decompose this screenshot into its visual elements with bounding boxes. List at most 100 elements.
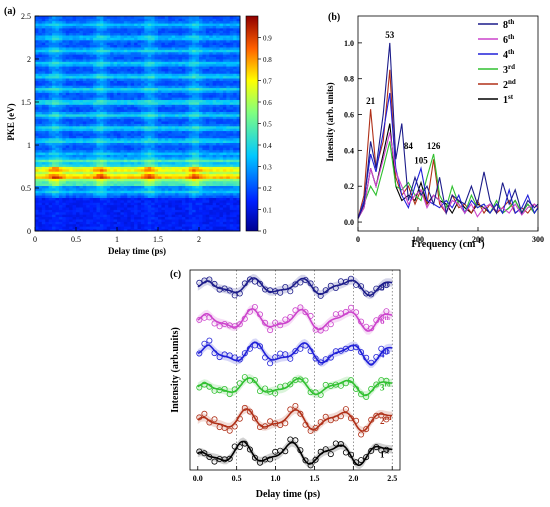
heatmap-cell bbox=[175, 214, 179, 218]
heatmap-cell bbox=[144, 154, 149, 158]
heatmap-cell bbox=[226, 219, 231, 222]
heatmap-cell bbox=[226, 35, 231, 38]
heatmap-cell bbox=[168, 161, 173, 165]
heatmap-cell bbox=[65, 66, 70, 69]
heatmap-cell bbox=[41, 161, 46, 165]
heatmap-cell bbox=[99, 152, 104, 155]
heatmap-cell bbox=[158, 142, 162, 146]
heatmap-cell bbox=[219, 166, 224, 170]
heatmap-cell bbox=[140, 59, 145, 62]
heatmap-cell bbox=[181, 166, 186, 170]
heatmap-cell bbox=[82, 185, 87, 189]
heatmap-cell bbox=[45, 214, 50, 218]
heatmap-cell bbox=[55, 99, 60, 103]
heatmap-cell bbox=[41, 185, 46, 189]
heatmap-cell bbox=[38, 133, 43, 136]
heatmap-cell bbox=[219, 80, 224, 84]
heatmap-cell bbox=[72, 104, 77, 108]
heatmap-cell bbox=[82, 99, 87, 103]
heatmap-cell bbox=[48, 133, 53, 136]
heatmap-cell bbox=[69, 154, 73, 158]
heatmap-cell bbox=[164, 123, 169, 127]
heatmap-cell bbox=[205, 106, 210, 110]
heatmap-cell bbox=[137, 207, 142, 210]
heatmap-cell bbox=[113, 197, 118, 201]
heatmap-cell bbox=[48, 149, 53, 153]
heatmap-cell bbox=[226, 202, 231, 206]
heatmap-cell bbox=[76, 32, 80, 36]
heatmap-cell bbox=[72, 63, 77, 67]
heatmap-cell bbox=[117, 87, 121, 91]
heatmap-cell bbox=[202, 147, 207, 151]
heatmap-cell bbox=[120, 111, 125, 115]
heatmap-cell bbox=[89, 190, 94, 194]
heatmap-cell bbox=[55, 97, 60, 101]
heatmap-cell bbox=[62, 199, 67, 203]
heatmap-cell bbox=[120, 44, 125, 48]
heatmap-cell bbox=[35, 228, 39, 232]
heatmap-cell bbox=[55, 44, 60, 48]
heatmap-cell bbox=[35, 106, 39, 110]
heatmap-cell bbox=[48, 44, 53, 48]
heatmap-cell bbox=[103, 176, 108, 179]
heatmap-cell bbox=[202, 204, 207, 208]
heatmap-cell bbox=[79, 39, 84, 43]
heatmap-cell bbox=[236, 156, 241, 160]
heatmap-cell bbox=[86, 99, 91, 103]
heatmap-cell bbox=[158, 154, 162, 158]
heatmap-cell bbox=[154, 214, 159, 218]
heatmap-cell bbox=[93, 137, 97, 141]
heatmap-cell bbox=[175, 59, 179, 62]
heatmap-cell bbox=[158, 173, 162, 177]
heatmap-cell bbox=[164, 66, 169, 69]
heatmap-cell bbox=[113, 32, 118, 36]
heatmap-cell bbox=[96, 195, 101, 198]
heatmap-cell bbox=[158, 185, 162, 189]
heatmap-cell bbox=[41, 99, 46, 103]
heatmap-cell bbox=[161, 209, 166, 213]
heatmap-cell bbox=[72, 78, 77, 81]
heatmap-cell bbox=[65, 192, 70, 196]
heatmap-cell bbox=[55, 199, 60, 203]
heatmap-cell bbox=[86, 125, 91, 129]
heatmap-cell bbox=[229, 121, 234, 124]
heatmap-cell bbox=[185, 47, 190, 50]
heatmap-cell bbox=[134, 116, 138, 120]
heatmap-cell bbox=[171, 106, 176, 110]
heatmap-cell bbox=[58, 99, 63, 103]
heatmap-cell bbox=[137, 37, 142, 41]
heatmap-cell bbox=[233, 147, 237, 151]
heatmap-cell bbox=[45, 195, 50, 198]
heatmap-cell bbox=[69, 73, 73, 77]
heatmap-cell bbox=[86, 130, 91, 134]
heatmap-cell bbox=[69, 94, 73, 98]
heatmap-cell bbox=[202, 219, 207, 222]
heatmap-cell bbox=[52, 56, 56, 60]
heatmap-cell bbox=[175, 116, 179, 120]
heatmap-cell bbox=[188, 49, 193, 53]
heatmap-cell bbox=[226, 180, 231, 184]
heatmap-cell bbox=[212, 183, 217, 187]
heatmap-cell bbox=[161, 192, 166, 196]
heatmap-cell bbox=[181, 147, 186, 151]
heatmap-cell bbox=[219, 97, 224, 101]
heatmap-cell bbox=[164, 202, 169, 206]
heatmap-cell bbox=[82, 178, 87, 182]
heatmap-cell bbox=[89, 171, 94, 175]
heatmap-cell bbox=[161, 211, 166, 215]
heatmap-cell bbox=[175, 87, 179, 91]
heatmap-cell bbox=[120, 197, 125, 201]
heatmap-cell bbox=[86, 123, 91, 127]
heatmap-cell bbox=[216, 152, 220, 155]
heatmap-cell bbox=[55, 56, 60, 60]
heatmap-cell bbox=[154, 78, 159, 81]
heatmap-cell bbox=[181, 211, 186, 215]
heatmap-cell bbox=[86, 166, 91, 170]
heatmap-cell bbox=[195, 219, 200, 222]
heatmap-cell bbox=[130, 214, 135, 218]
heatmap-cell bbox=[79, 116, 84, 120]
heatmap-cell bbox=[144, 156, 149, 160]
heatmap-cell bbox=[205, 51, 210, 55]
heatmap-cell bbox=[199, 54, 203, 58]
heatmap-cell bbox=[168, 226, 173, 230]
